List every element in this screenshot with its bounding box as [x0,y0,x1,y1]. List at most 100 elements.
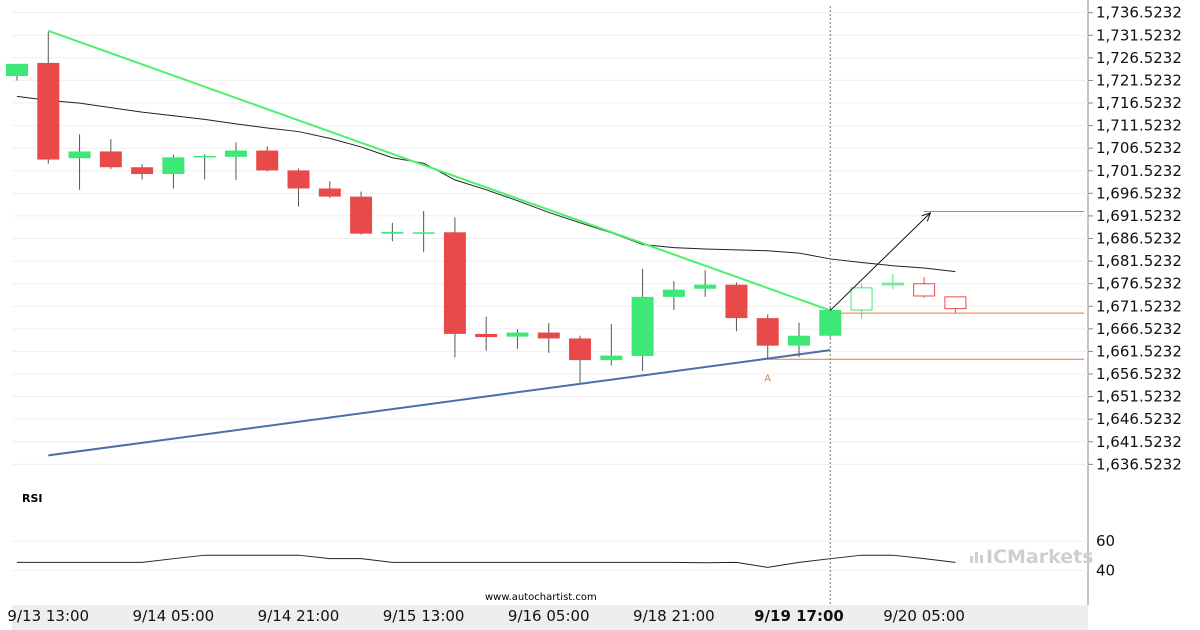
price-tick-label: 1,706.5232 [1096,139,1182,157]
candle [318,181,341,198]
price-tick-label: 1,641.5232 [1096,433,1182,451]
candle-body [412,232,435,234]
trendline-layer [47,6,1084,605]
candle-body [6,63,28,77]
price-tick-label: 1,721.5232 [1096,71,1182,89]
candle [788,322,810,357]
time-tick-label: 9/14 21:00 [258,607,340,625]
time-tick-label: 9/16 05:00 [508,607,590,625]
candle [412,211,435,253]
candle-body [600,355,623,361]
candle-body [819,309,842,336]
price-tick-label: 1,701.5232 [1096,162,1182,180]
watermark-bar-icon [975,552,978,563]
candle [631,268,654,371]
candle [381,222,404,242]
axis-layer: 1,736.5232 1,731.5232 1,726.5232 1,721.5232… [7,4,1181,625]
candle [694,270,717,297]
candle-body [537,332,560,339]
rsi-line [17,554,956,568]
price-tick-label: 1,651.5232 [1096,388,1182,406]
candle [193,154,216,180]
price-tick-label: 1,671.5232 [1096,297,1182,315]
candle [569,335,592,383]
candle-body [318,188,341,197]
candle [662,281,685,310]
candle [913,277,936,298]
candle [162,154,185,189]
moving-average-line [16,95,956,273]
price-tick-label: 1,691.5232 [1096,207,1182,225]
time-tick-label: 9/19 17:00 [754,607,844,625]
candle-body [475,333,498,338]
time-axis-background [12,605,1088,630]
candle [6,63,28,81]
price-tick-label: 1,656.5232 [1096,365,1182,383]
candle [443,217,466,358]
candle [506,329,529,349]
price-tick-label: 1,696.5232 [1096,184,1182,202]
overlay-layer: A [764,212,932,384]
price-tick-label: 1,666.5232 [1096,320,1182,338]
pattern-point-label: A [764,373,771,384]
candle-body [506,332,529,337]
candle [475,316,498,351]
candle-body [725,284,748,319]
candle [99,139,122,170]
candle-body [99,151,122,168]
candle-body [68,151,91,159]
grid-lines [12,0,1089,630]
candles-layer [6,31,967,383]
arrow-head-icon [921,212,932,222]
price-tick-label: 1,736.5232 [1096,4,1182,22]
rsi-panel: 60 40 [12,532,1115,579]
projection-arrow-line [829,212,931,311]
source-url: www.autochartist.com [485,592,597,603]
candle-body [756,318,779,346]
time-tick-label: 9/14 05:00 [133,607,215,625]
candle-body [131,167,154,175]
candle [725,282,748,332]
price-tick-label: 1,661.5232 [1096,342,1182,360]
candle-body [37,62,60,160]
moving-average-layer [16,95,956,273]
candle [350,191,373,235]
price-tick-label: 1,731.5232 [1096,26,1182,44]
candle [224,142,247,180]
rsi-tick-label: 40 [1096,561,1115,579]
candle-body [287,170,310,189]
candle-body [350,196,373,234]
watermark-brand: ICMarkets [986,546,1094,568]
candle-body [694,284,717,289]
candle-body [881,282,904,286]
rsi-label: RSI [22,492,43,505]
time-tick-label: 9/15 13:00 [383,607,465,625]
candle-body [381,231,404,234]
candle-body [569,338,592,361]
candle-body [850,287,873,311]
candle-body [193,155,216,158]
candle [256,146,279,172]
price-tick-label: 1,711.5232 [1096,117,1182,135]
candle-body [913,283,936,297]
candle [944,296,967,314]
candle [881,273,904,290]
candle-body [443,232,466,334]
support-trendline [48,349,831,457]
candle [850,283,873,320]
candle [819,307,842,338]
time-tick-label: 9/13 13:00 [7,607,89,625]
price-tick-label: 1,676.5232 [1096,275,1182,293]
candle [537,323,560,353]
price-tick-label: 1,646.5232 [1096,410,1182,428]
candle [600,323,623,366]
rsi-tick-label: 60 [1096,532,1115,550]
candle [68,134,91,190]
price-tick-label: 1,636.5232 [1096,455,1182,473]
price-tick-label: 1,686.5232 [1096,230,1182,248]
candle-body [256,150,279,171]
candle-body [631,296,654,357]
price-tick-label: 1,681.5232 [1096,252,1182,270]
time-tick-label: 9/18 21:00 [633,607,715,625]
